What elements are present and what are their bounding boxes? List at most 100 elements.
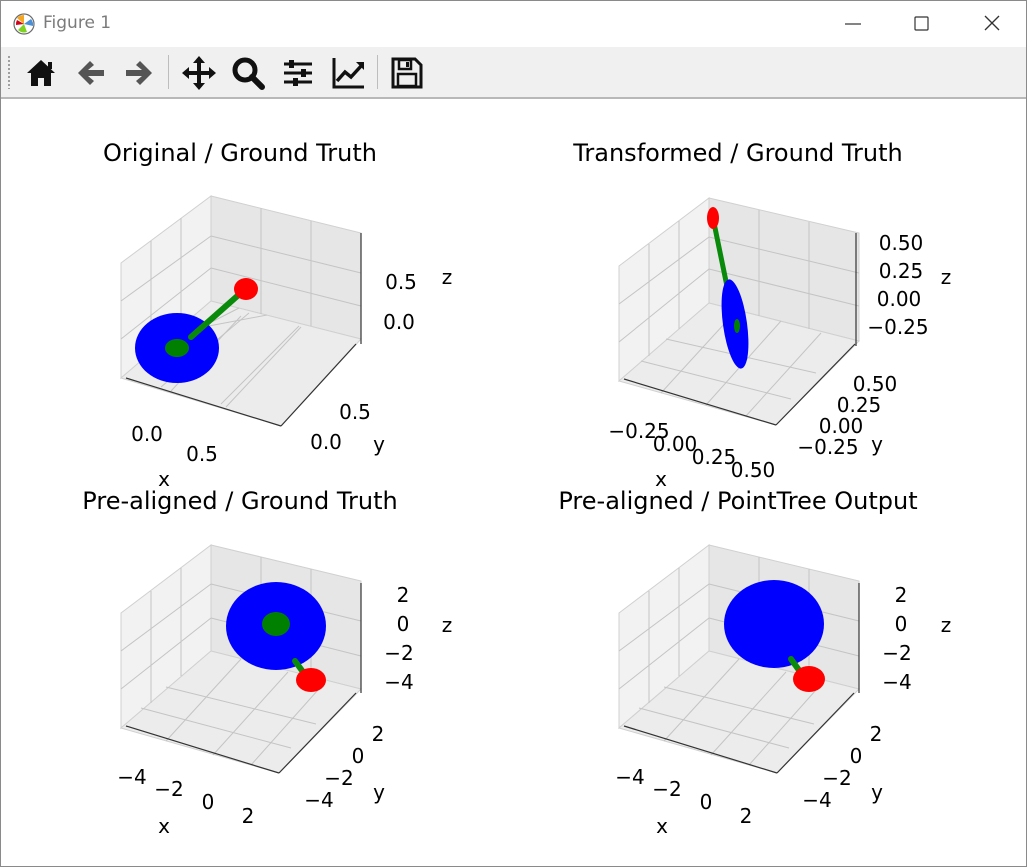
z-tick-label: 0.5 [385,270,417,294]
home-button[interactable] [22,54,60,92]
edit-axis-curves-icon [332,58,364,89]
z-tick-label: −4 [882,670,911,694]
home-icon [27,60,55,86]
save-floppy-icon [391,57,423,89]
x-tick-label: −2 [652,777,681,801]
y-tick-label: −4 [802,788,831,812]
z-tick-label: 0.0 [383,310,415,334]
series-stem-base [165,339,189,357]
x-tick-label: 0.50 [731,458,776,482]
z-tick-label: 2 [895,583,908,607]
z-tick-label: −4 [384,670,413,694]
x-tick-label: 2 [740,804,753,828]
point-cloud [707,207,749,369]
x-axis-label: x [655,467,667,491]
back-button[interactable] [72,54,110,92]
window-title: Figure 1 [43,13,112,33]
figure-canvas[interactable]: Original / Ground Truth [1,99,1026,866]
zoom-button[interactable] [229,54,267,92]
subplot-title: Pre-aligned / PointTree Output [558,487,917,515]
x-tick-label: 2 [242,804,255,828]
y-tick-label: 0.00 [819,414,864,438]
y-tick-label: 0 [352,744,365,768]
toolbar-grip[interactable] [7,55,11,89]
navigation-toolbar [1,47,1026,99]
x-tick-label: 0 [202,790,215,814]
x-axis-label: x [158,467,170,491]
series-head [707,207,719,229]
z-tick-label: 0.50 [879,231,924,255]
axes-panes [119,543,362,774]
maximize-button[interactable] [898,8,944,40]
y-tick-label: 0.50 [853,372,898,396]
toolbar-separator [377,55,378,89]
z-axis-label: z [442,613,453,637]
x-axis-label: x [656,814,668,838]
save-button[interactable] [387,54,425,92]
axes-panes [617,196,860,426]
x-tick-label: 0.5 [186,442,218,466]
series-disk [724,580,824,668]
series-stem-base [734,319,740,333]
y-tick-label: 0.5 [339,400,371,424]
y-tick-label: 2 [372,722,385,746]
z-tick-label: 2 [397,583,410,607]
matplotlib-logo-icon [13,13,35,35]
z-tick-label: 0 [397,612,410,636]
y-tick-label: 0 [850,744,863,768]
y-tick-label: −0.25 [797,435,858,459]
subplot-title: Transformed / Ground Truth [572,139,902,167]
x-tick-label: 0 [700,790,713,814]
edit-curves-button[interactable] [329,54,367,92]
z-tick-label: 0.00 [877,287,922,311]
subplot-title: Pre-aligned / Ground Truth [82,487,397,515]
minimize-button[interactable] [829,8,875,40]
x-axis-label: x [158,814,170,838]
x-tick-label: 0.00 [653,432,698,456]
series-head [793,666,825,692]
x-tick-label: −2 [154,777,183,801]
back-arrow-icon [78,61,104,85]
series-stem-base [262,612,290,636]
y-tick-label: −4 [304,788,333,812]
x-tick-label: 0.0 [131,422,163,446]
pan-button[interactable] [180,54,218,92]
y-axis-label: y [373,780,385,804]
close-button[interactable] [969,8,1015,40]
forward-arrow-icon [126,61,152,85]
subplot-prealigned-pointtree-output: Pre-aligned / PointTree Output [558,487,951,838]
pan-move-icon [182,56,216,90]
zoom-magnifier-icon [232,57,265,90]
y-tick-label: 0.0 [310,430,342,454]
configure-subplots-icon [284,60,312,86]
z-axis-label: z [941,265,952,289]
z-axis-label: z [941,613,952,637]
y-axis-label: y [871,780,883,804]
point-cloud [135,278,258,383]
x-tick-label: −0.25 [608,419,669,443]
axes-panes [119,195,362,427]
forward-button[interactable] [120,54,158,92]
series-stem [188,288,246,340]
z-tick-label: 0 [895,612,908,636]
series-head [234,278,258,300]
subplot-transformed-ground-truth: Transformed / Ground Truth [572,139,951,491]
z-tick-label: 0.25 [879,259,924,283]
y-tick-label: −2 [324,766,353,790]
y-axis-label: y [373,432,385,456]
x-tick-label: −4 [615,765,644,789]
minimize-icon [845,23,861,25]
y-tick-label: 0.25 [837,393,882,417]
y-axis-label: y [871,432,883,456]
z-tick-label: −2 [882,641,911,665]
y-tick-label: 2 [870,722,883,746]
subplot-prealigned-ground-truth: Pre-aligned / Ground Truth [82,487,452,838]
subplot-original-ground-truth: Original / Ground Truth [103,139,452,491]
x-tick-label: −4 [117,765,146,789]
toolbar-separator [168,55,169,89]
title-bar[interactable]: Figure 1 [1,1,1026,47]
z-axis-label: z [442,265,453,289]
subplots-button[interactable] [279,54,317,92]
maximize-icon [914,16,929,31]
